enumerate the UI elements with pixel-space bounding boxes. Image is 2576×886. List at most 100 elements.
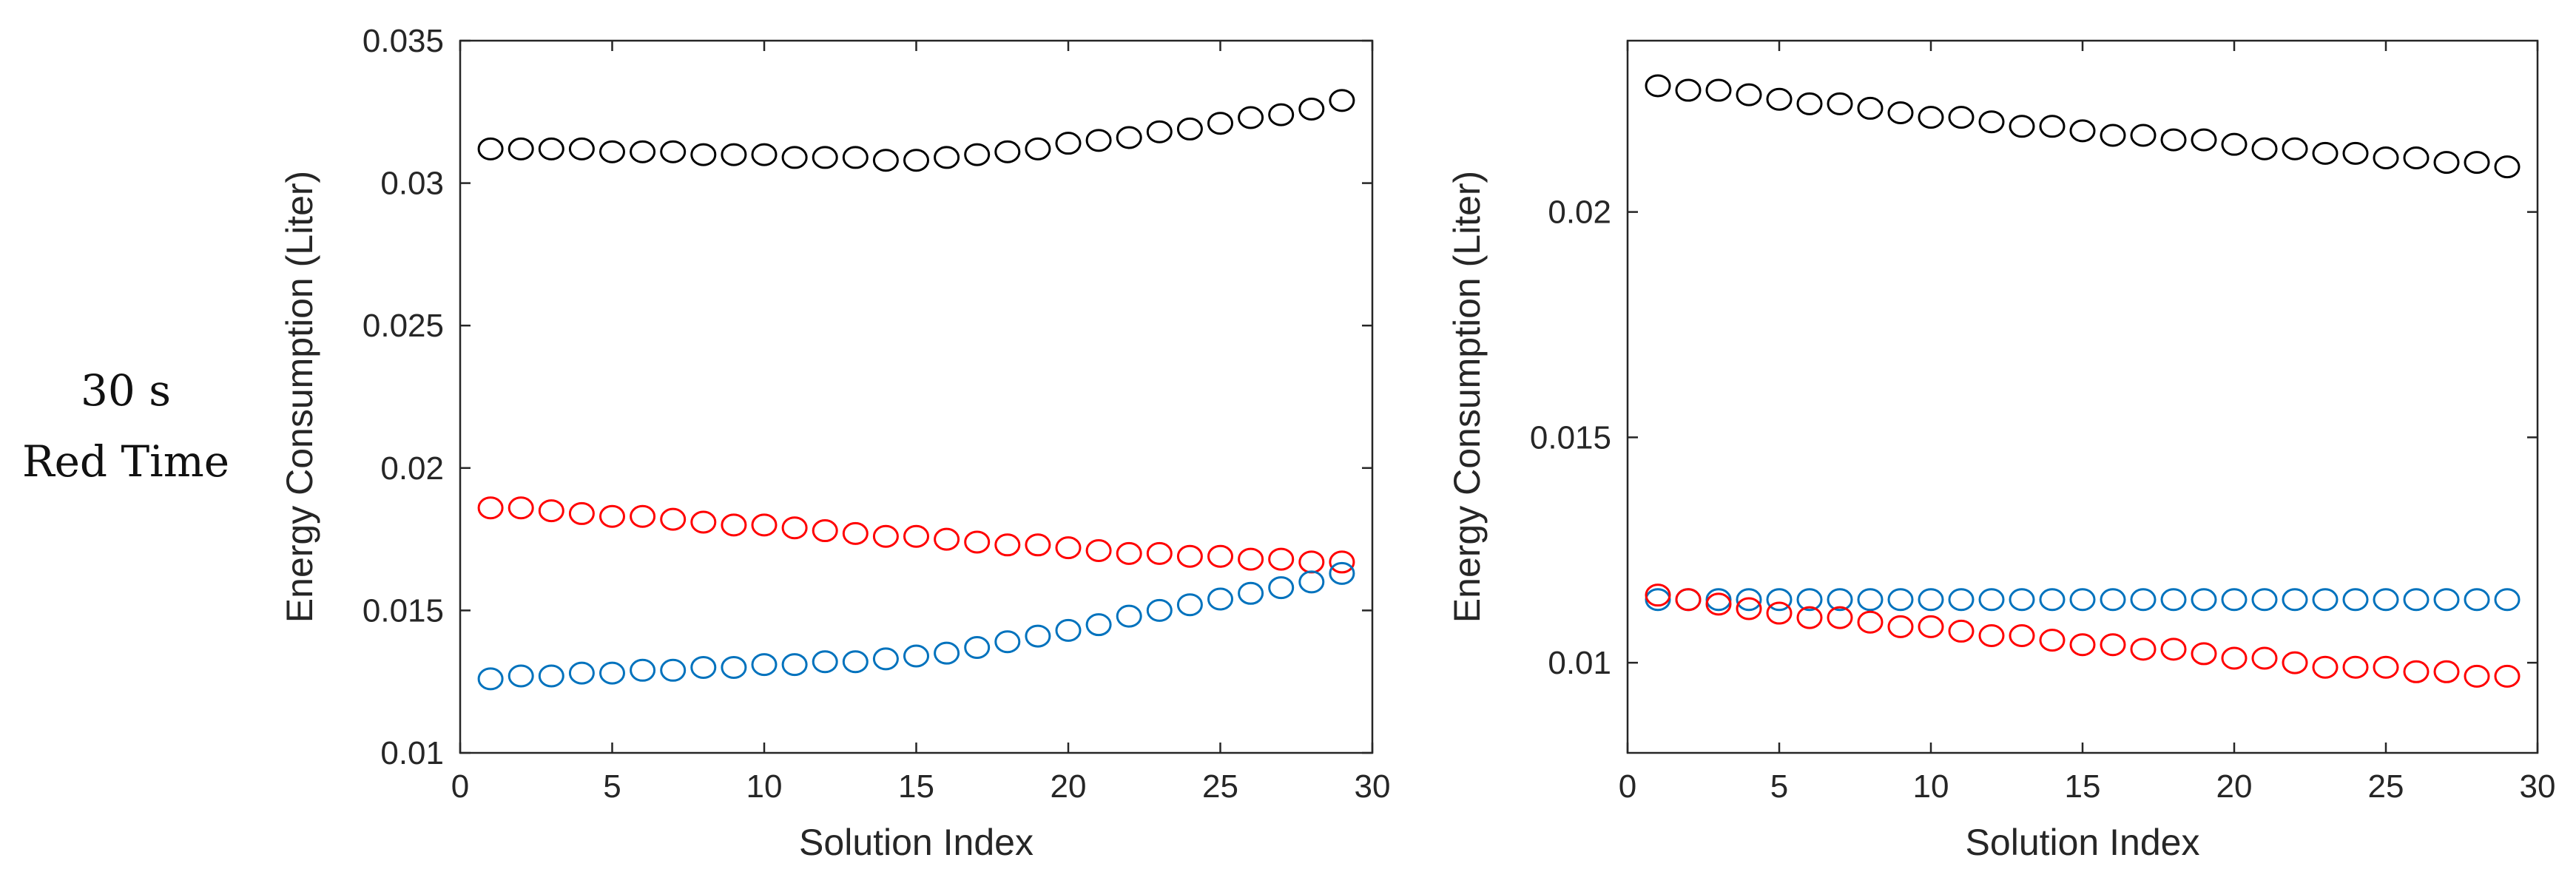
chart-1-blue-point: [1736, 588, 1762, 612]
chart-0-xtick-label: 15: [898, 768, 934, 805]
chart-1-plot-area: [1628, 41, 2538, 753]
chart-0-plot-area: [460, 41, 1372, 753]
chart-1-xtick-label: 0: [1619, 768, 1636, 805]
chart-0-red-point: [508, 496, 534, 520]
row-label: 30 s Red Time: [0, 355, 252, 497]
chart-0-blue-point: [599, 661, 625, 685]
chart-0-red-point: [721, 513, 747, 537]
chart-0-red-point: [1207, 544, 1233, 568]
chart-0-black-point: [1207, 112, 1233, 135]
chart-1-red-point: [2160, 638, 2187, 661]
chart-0-blue-point: [1268, 576, 1295, 600]
chart-1-black-point: [1766, 87, 1793, 111]
chart-1-xtick-label: 20: [2216, 768, 2253, 805]
chart-1-black-point: [2433, 151, 2460, 175]
chart-0-black-point: [842, 146, 869, 169]
chart-1-blue-point: [2191, 588, 2217, 612]
chart-1-red-point: [1948, 619, 1975, 643]
chart-0-red-point: [903, 524, 929, 548]
chart-0-blue-point: [477, 667, 504, 691]
chart-1-black-point: [2069, 119, 2096, 143]
chart-1-blue-point: [2130, 588, 2157, 612]
chart-0-ytick-label: 0.035: [363, 23, 444, 59]
chart-1-black-point: [1705, 78, 1732, 102]
chart-1-red-point: [2373, 655, 2399, 679]
chart-0-red-point: [630, 504, 656, 528]
chart-0-black-point: [1329, 89, 1355, 112]
chart-0-red-point: [1268, 547, 1295, 571]
chart-0-red-point: [842, 521, 869, 545]
chart-0-red-point: [538, 499, 564, 523]
chart-1-blue-point: [1887, 588, 1914, 612]
chart-0-xtick-label: 30: [1355, 768, 1391, 805]
chart-1-xtick-label: 25: [2368, 768, 2404, 805]
chart-0-red-point: [1238, 547, 1264, 571]
chart-0-black-point: [1025, 137, 1051, 160]
chart-1-blue-point: [1978, 588, 2005, 612]
chart-0-blue-point: [538, 664, 564, 688]
chart-1-red-point: [1857, 610, 1884, 634]
chart-0-xlabel: Solution Index: [799, 822, 1034, 863]
chart-0-black-point: [690, 143, 717, 166]
chart-0-blue-point: [1329, 561, 1355, 585]
chart-0-blue-point: [964, 635, 991, 659]
chart-1-blue-point: [2312, 588, 2339, 612]
chart-0-ytick-label: 0.02: [380, 450, 444, 487]
chart-1-xtick-label: 30: [2520, 768, 2556, 805]
chart-0-blue-point: [781, 653, 808, 677]
chart-1-blue-point: [2373, 588, 2399, 612]
chart-0-red-point: [599, 504, 625, 528]
chart-1-series-black: [1645, 74, 2521, 179]
chart-1-blue-point: [1827, 588, 1853, 612]
chart-1-blue-point: [1857, 588, 1884, 612]
chart-1-black-point: [1887, 101, 1914, 125]
chart-1-black-point: [2221, 132, 2248, 156]
chart-1-blue-point: [2342, 588, 2369, 612]
chart-1-black-point: [2160, 128, 2187, 152]
chart-0-red-point: [1146, 541, 1173, 565]
chart-0-red-point: [751, 513, 778, 537]
chart-1-black-point: [1978, 110, 2005, 134]
chart-0-black-point: [660, 140, 687, 163]
chart-1-black-point: [1827, 92, 1853, 115]
chart-1-blue-point: [1796, 588, 1823, 612]
chart-0-red-point: [1085, 539, 1112, 563]
chart-1-red-point: [1766, 601, 1793, 625]
chart-0-black-point: [477, 137, 504, 160]
chart-0-blue-point: [1176, 593, 1203, 617]
chart-1-black-point: [1645, 74, 1671, 98]
chart-0-xtick-label: 25: [1202, 768, 1238, 805]
chart-0-black-point: [1085, 129, 1112, 152]
chart-0-blue-point: [568, 661, 595, 685]
chart-0-blue-point: [630, 658, 656, 682]
chart-1-red-point: [2342, 655, 2369, 679]
chart-0-series-red: [477, 496, 1355, 574]
chart-0-ylabel: Energy Consumption (Liter): [279, 171, 320, 623]
chart-0-black-point: [721, 143, 747, 166]
chart-0-black-point: [1238, 106, 1264, 129]
chart-0-black-point: [994, 140, 1021, 163]
chart-0-red-point: [994, 533, 1021, 557]
chart-0-red-point: [1329, 550, 1355, 574]
chart-1-red-point: [1796, 606, 1823, 629]
chart-1-black-point: [2403, 146, 2430, 169]
chart-0-blue-point: [872, 647, 899, 671]
chart-0-blue-point: [994, 630, 1021, 654]
chart-0-black-point: [1176, 117, 1203, 141]
chart-1-black-point: [1948, 106, 1975, 129]
chart-0-blue-point: [812, 650, 838, 674]
chart-0-blue-point: [1298, 570, 1325, 594]
chart-right: 0 5 10 15 20 25 30 0.01 0.015 0.02 Solution Index E…: [1446, 39, 2556, 863]
chart-1-red-point: [2191, 642, 2217, 666]
chart-0-black-point: [508, 137, 534, 160]
chart-1-blue-point: [1766, 588, 1793, 612]
chart-0-black-point: [568, 137, 595, 160]
chart-1-ytick-label: 0.01: [1548, 645, 1611, 681]
chart-1-red-point: [2009, 624, 2035, 648]
chart-1-red-point: [2130, 638, 2157, 661]
chart-1-blue-point: [2069, 588, 2096, 612]
chart-1-red-point: [1645, 584, 1671, 607]
chart-1-black-point: [2494, 155, 2521, 179]
chart-0-black-point: [599, 140, 625, 163]
chart-0-black-point: [872, 149, 899, 172]
